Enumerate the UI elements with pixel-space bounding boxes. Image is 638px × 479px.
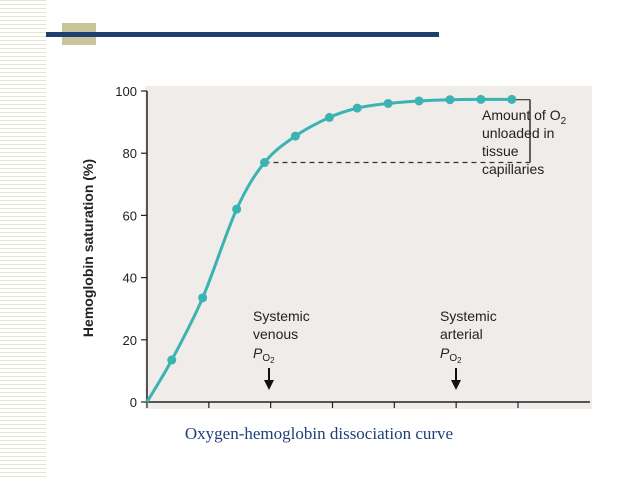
bracket-label-line1: Amount of O2 [482, 107, 567, 127]
bracket-label-amount: Amount of O [482, 107, 561, 123]
y-tick-label: 20 [123, 333, 137, 348]
decorative-stripes [0, 0, 46, 479]
data-point [259, 158, 269, 168]
slide-caption: Oxygen-hemoglobin dissociation curve [184, 424, 454, 443]
arterial-po2: PO2 [440, 345, 462, 365]
data-point [352, 103, 362, 113]
data-point [198, 293, 208, 303]
data-point [167, 355, 177, 365]
y-tick-label: 60 [123, 208, 137, 223]
arterial-annotation: Systemic arterial PO2 [440, 308, 497, 390]
arterial-arrowhead-icon [451, 380, 461, 390]
y-tick-label: 40 [123, 271, 137, 286]
bracket-label-line3: tissue [482, 143, 519, 159]
y-tick-label: 0 [130, 395, 137, 410]
data-point [290, 131, 300, 141]
plot-background [145, 86, 592, 409]
venous-annotation: Systemic venous PO2 [253, 308, 310, 390]
data-point [445, 95, 455, 105]
venous-po2: PO2 [253, 345, 275, 365]
data-point [324, 112, 334, 122]
arterial-line2: arterial [440, 326, 483, 342]
dissociation-chart: 0 20 40 60 80 100 Hemoglobin saturation (%) A… [80, 84, 592, 410]
bracket-label-line2: unloaded in [482, 125, 554, 141]
venous-line2: venous [253, 326, 298, 342]
venous-arrowhead-icon [264, 380, 274, 390]
title-bar [46, 32, 439, 37]
data-point [232, 204, 242, 214]
y-tick-label: 80 [123, 146, 137, 161]
y-axis-label: Hemoglobin saturation (%) [80, 159, 96, 337]
arterial-line1: Systemic [440, 308, 497, 324]
data-point [383, 98, 393, 108]
bracket-label-line4: capillaries [482, 161, 544, 177]
data-point [476, 94, 486, 104]
data-point [414, 96, 424, 106]
data-point [507, 94, 517, 104]
y-tick-label: 100 [115, 84, 137, 99]
venous-line1: Systemic [253, 308, 310, 324]
bracket-label: Amount of O2 unloaded in tissue capillar… [482, 107, 570, 177]
bracket-label-sub: 2 [561, 116, 567, 127]
